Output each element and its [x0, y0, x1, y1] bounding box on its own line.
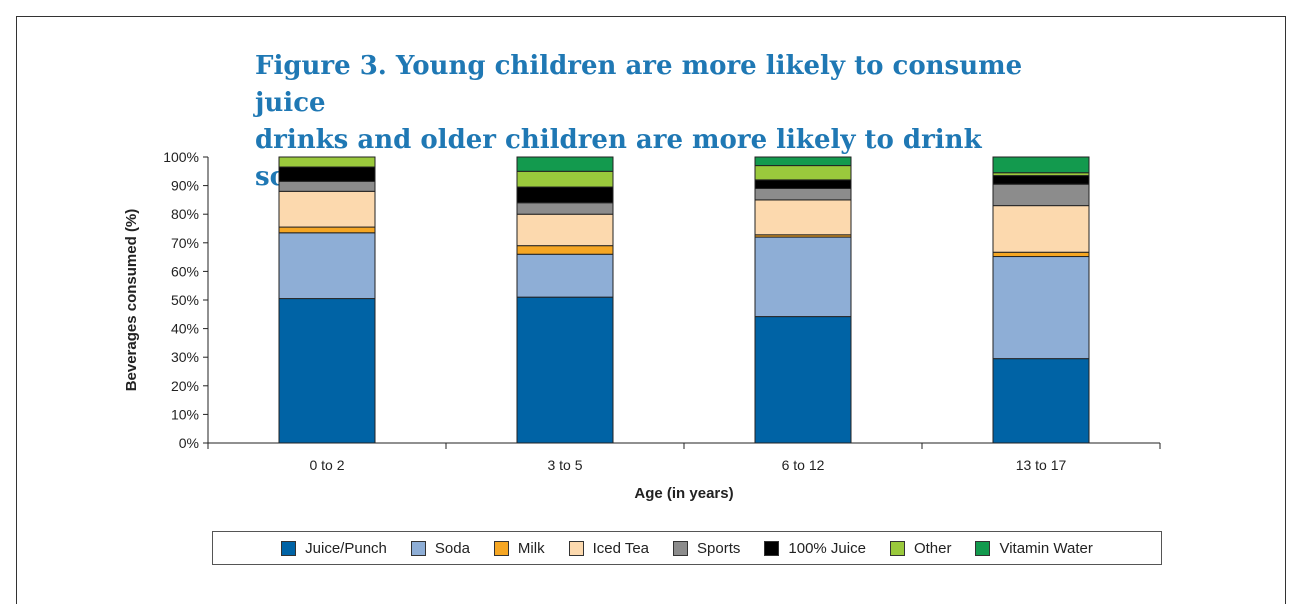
y-tick-label: 20%: [171, 378, 199, 394]
bar-segment-juice-punch: [754, 316, 852, 444]
bar-stack: [278, 156, 376, 444]
bar-stack: [992, 156, 1090, 444]
chart-legend: Juice/Punch Soda Milk Iced Tea Sports 100% Ju…: [212, 531, 1162, 565]
legend-swatch: [493, 540, 509, 556]
x-axis-ticks: 0 to 2 3 to 5 6 to 12 13 to 17: [207, 443, 1161, 473]
legend-swatch: [975, 540, 991, 556]
bar-segment-iced-tea: [278, 190, 376, 228]
bar-segment-vitamin-water: [754, 156, 852, 167]
legend-label: 100% Juice: [788, 539, 866, 557]
bar-segment-soda: [516, 253, 614, 298]
legend-item: Soda: [410, 539, 470, 557]
legend-item: Juice/Punch: [281, 540, 387, 557]
legend-item: Other: [889, 539, 952, 557]
bar-segment-sports: [754, 187, 852, 201]
bar-segment-milk: [992, 251, 1090, 258]
bar-segment-other: [278, 156, 376, 168]
legend-label: Vitamin Water: [999, 539, 1093, 557]
legend-label: Other: [913, 539, 952, 557]
legend-item: Sports: [673, 540, 740, 557]
bar-segment-soda: [992, 256, 1090, 360]
legend-swatch: [410, 540, 426, 556]
legend-swatch: [281, 540, 297, 556]
y-axis-title: Beverages consumed (%): [123, 209, 140, 392]
y-tick-label: 60%: [171, 263, 199, 279]
bars: [278, 156, 1090, 444]
legend-swatch: [764, 540, 780, 556]
bar-segment-iced-tea: [992, 205, 1090, 253]
bar-segment-100-juice: [992, 175, 1090, 185]
chart-title-line-1: Figure 3. Young children are more likely…: [255, 51, 1023, 118]
y-tick-label: 40%: [171, 321, 199, 337]
bar-stack: [516, 156, 614, 444]
y-tick-label: 80%: [171, 206, 199, 222]
x-tick-label: 0 to 2: [309, 457, 344, 473]
legend-label: Soda: [434, 539, 470, 557]
bar-segment-other: [754, 165, 852, 181]
bar-segment-sports: [278, 180, 376, 192]
legend-item: Vitamin Water: [975, 539, 1093, 557]
x-tick-label: 3 to 5: [547, 457, 582, 473]
legend-label: Iced Tea: [592, 539, 650, 557]
bar-segment-100-juice: [516, 186, 614, 204]
y-axis-ticks: 0% 10% 20% 30% 40% 50% 60% 70% 80% 90% 100%: [163, 149, 208, 451]
legend-label: Juice/Punch: [305, 539, 387, 557]
legend-item: Iced Tea: [568, 539, 650, 557]
bar-segment-juice-punch: [992, 358, 1090, 444]
bar-segment-milk: [278, 226, 376, 234]
legend-swatch: [673, 540, 689, 556]
bar-segment-soda: [278, 232, 376, 300]
legend-swatch: [889, 540, 905, 556]
bar-segment-soda: [754, 236, 852, 318]
y-tick-label: 30%: [171, 349, 199, 365]
legend-item: Milk: [493, 539, 545, 557]
y-tick-label: 70%: [171, 235, 199, 251]
figure-frame: [16, 16, 1286, 604]
bar-segment-100-juice: [754, 179, 852, 189]
legend-swatch: [568, 540, 584, 556]
x-tick-label: 6 to 12: [782, 457, 825, 473]
bar-segment-milk: [516, 245, 614, 255]
bar-segment-other: [516, 170, 614, 188]
legend-label: Milk: [517, 539, 545, 557]
x-tick-label: 13 to 17: [1016, 457, 1067, 473]
x-axis-title: Age (in years): [634, 485, 733, 502]
y-tick-label: 0%: [179, 435, 199, 451]
bar-segment-vitamin-water: [516, 156, 614, 172]
bar-segment-iced-tea: [516, 213, 614, 247]
y-tick-label: 100%: [163, 149, 199, 165]
bar-stack: [754, 156, 852, 444]
y-tick-label: 50%: [171, 292, 199, 308]
legend-item: 100% Juice: [764, 540, 866, 557]
bar-segment-vitamin-water: [992, 156, 1090, 174]
legend-label: Sports: [697, 539, 741, 557]
bar-segment-juice-punch: [516, 296, 614, 444]
bar-segment-100-juice: [278, 166, 376, 182]
bar-segment-sports: [516, 202, 614, 215]
bar-segment-juice-punch: [278, 298, 376, 444]
bar-segment-iced-tea: [754, 199, 852, 236]
y-tick-label: 10%: [171, 406, 199, 422]
bar-segment-sports: [992, 183, 1090, 207]
y-tick-label: 90%: [171, 178, 199, 194]
